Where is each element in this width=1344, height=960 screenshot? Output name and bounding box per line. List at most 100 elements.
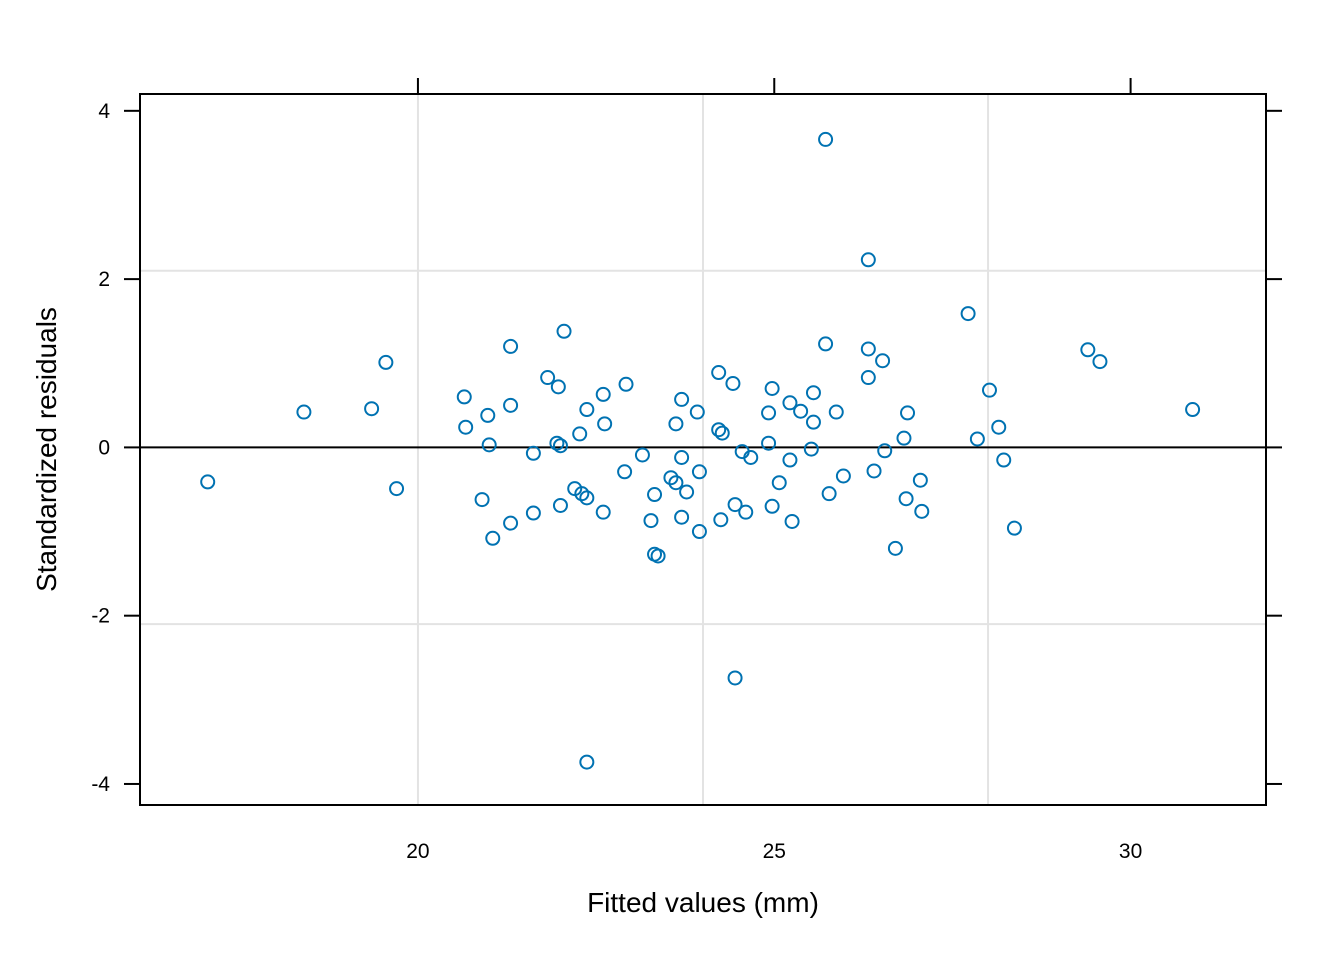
data-point — [574, 486, 590, 502]
data-point — [597, 416, 613, 432]
data-point — [689, 404, 705, 420]
y-tick-label: -2 — [91, 605, 110, 628]
data-point — [782, 395, 798, 411]
data-points — [200, 131, 1201, 770]
data-point — [1080, 342, 1096, 358]
data-point — [503, 515, 519, 531]
data-point — [525, 445, 541, 461]
data-point — [764, 498, 780, 514]
data-point — [595, 504, 611, 520]
y-axis-ticks: -4 -2 0 2 4 — [91, 100, 1282, 796]
data-point — [458, 419, 474, 435]
data-point — [860, 252, 876, 268]
data-point — [556, 323, 572, 339]
data-point — [996, 452, 1012, 468]
data-point — [727, 670, 743, 686]
data-point — [674, 509, 690, 525]
data-point — [480, 407, 496, 423]
data-point — [818, 336, 834, 352]
data-point — [875, 353, 891, 369]
data-point — [650, 548, 666, 564]
data-point — [503, 338, 519, 354]
data-point — [389, 481, 405, 497]
data-point — [860, 341, 876, 357]
data-point — [474, 492, 490, 508]
data-point — [552, 497, 568, 513]
data-point — [552, 438, 568, 454]
data-point — [572, 426, 588, 442]
data-point — [725, 375, 741, 391]
data-point — [764, 380, 780, 396]
data-point — [691, 524, 707, 540]
data-point — [981, 382, 997, 398]
data-point — [805, 385, 821, 401]
data-point — [711, 365, 727, 381]
data-point — [914, 503, 930, 519]
data-point — [617, 464, 633, 480]
x-axis-ticks: 20 25 30 — [406, 78, 1142, 863]
grid-lines — [140, 94, 1266, 805]
data-point — [579, 490, 595, 506]
data-point — [866, 463, 882, 479]
data-point — [960, 306, 976, 322]
data-point — [793, 403, 809, 419]
data-point — [674, 449, 690, 465]
data-point — [378, 354, 394, 370]
data-point — [991, 419, 1007, 435]
data-point — [579, 754, 595, 770]
y-tick-label: 2 — [98, 268, 110, 291]
x-axis-title: Fitted values (mm) — [587, 887, 819, 918]
data-point — [771, 475, 787, 491]
data-point — [738, 504, 754, 520]
data-point — [668, 416, 684, 432]
y-tick-label: 0 — [98, 436, 110, 459]
plot-frame — [139, 93, 1267, 806]
data-point — [679, 484, 695, 500]
data-point — [296, 404, 312, 420]
data-point — [579, 402, 595, 418]
data-point — [900, 405, 916, 421]
data-point — [782, 452, 798, 468]
x-tick-label: 25 — [763, 840, 786, 863]
data-point — [691, 464, 707, 480]
data-point — [647, 487, 663, 503]
data-point — [887, 540, 903, 556]
data-point — [456, 389, 472, 405]
data-point — [485, 530, 501, 546]
y-tick-label: 4 — [98, 100, 110, 123]
data-point — [828, 404, 844, 420]
data-point — [761, 435, 777, 451]
data-point — [912, 472, 928, 488]
y-axis-title: Standardized residuals — [31, 307, 62, 592]
data-point — [595, 386, 611, 402]
data-point — [674, 391, 690, 407]
data-point — [525, 505, 541, 521]
data-point — [711, 422, 727, 438]
data-point — [714, 425, 730, 441]
data-point — [821, 486, 837, 502]
data-point — [364, 401, 380, 417]
data-point — [761, 405, 777, 421]
data-point — [805, 414, 821, 430]
data-point — [896, 430, 912, 446]
x-tick-label: 20 — [406, 840, 429, 863]
data-point — [713, 512, 729, 528]
data-point — [860, 370, 876, 386]
data-point — [969, 431, 985, 447]
data-point — [634, 447, 650, 463]
data-point — [481, 437, 497, 453]
data-point — [663, 470, 679, 486]
data-point — [1185, 402, 1201, 418]
data-point — [643, 513, 659, 529]
data-point — [835, 468, 851, 484]
data-point — [818, 131, 834, 147]
data-point — [503, 397, 519, 413]
data-point — [540, 370, 556, 386]
data-point — [727, 497, 743, 513]
data-point — [743, 449, 759, 465]
x-tick-label: 30 — [1119, 840, 1142, 863]
data-point — [550, 379, 566, 395]
data-point — [898, 491, 914, 507]
data-point — [549, 435, 565, 451]
data-point — [618, 376, 634, 392]
